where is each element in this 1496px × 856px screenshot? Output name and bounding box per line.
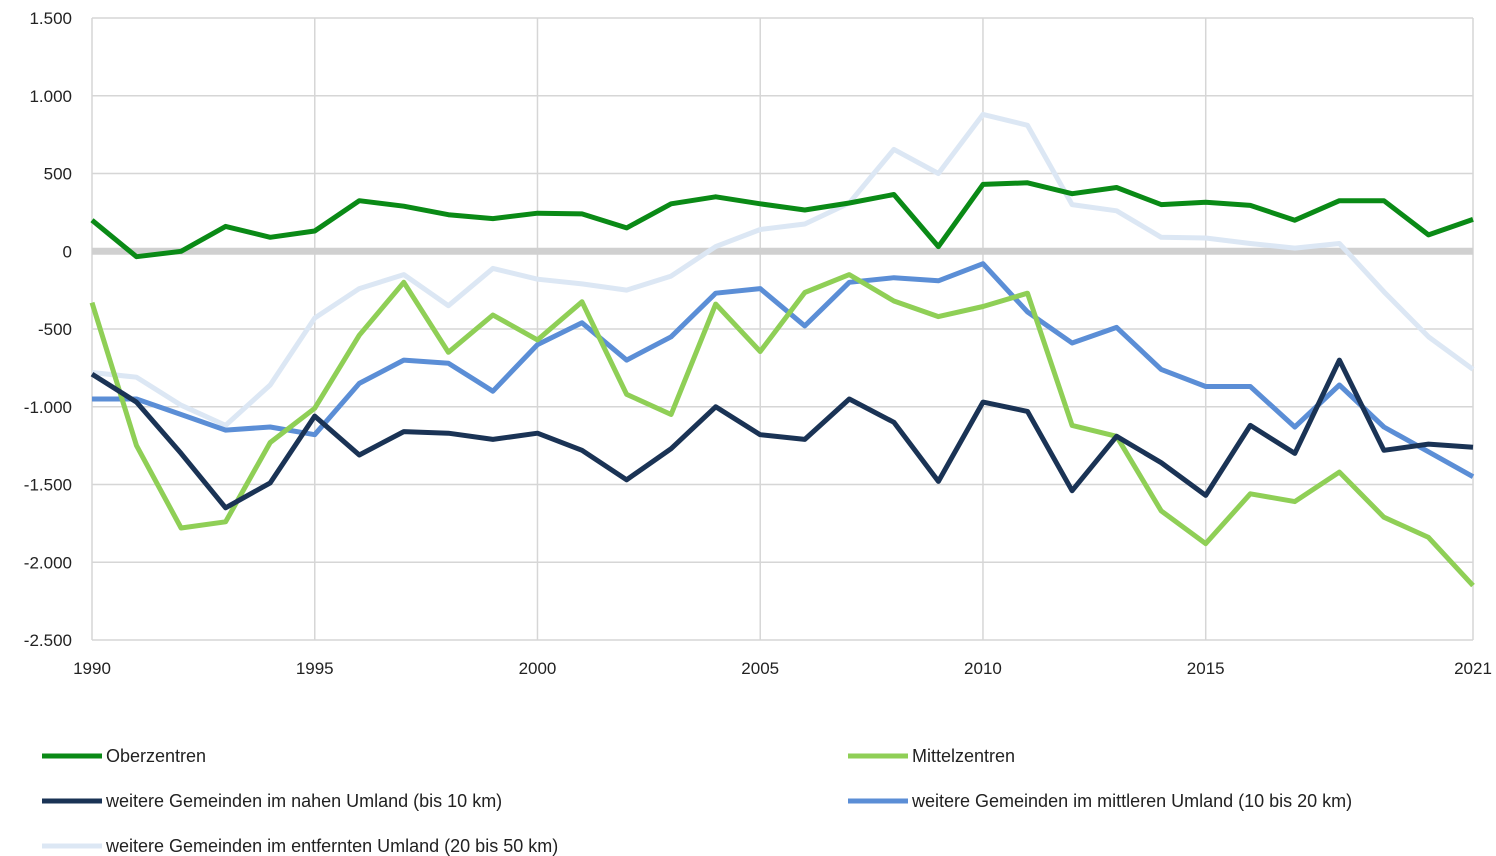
grid bbox=[92, 18, 1473, 640]
y-tick-label: -1.500 bbox=[24, 476, 72, 495]
x-tick-label: 2021 bbox=[1454, 659, 1492, 678]
x-tick-label: 1995 bbox=[296, 659, 334, 678]
y-tick-label: -500 bbox=[38, 320, 72, 339]
legend: Oberzentren Mittelzentren weitere Gemeinde… bbox=[42, 746, 1352, 856]
y-axis: 1.500 1.000 500 0 -500 -1.000 -1.500 -2.000 -2.5… bbox=[24, 9, 72, 650]
series-line-5 bbox=[92, 114, 1473, 425]
y-tick-label: -2.500 bbox=[24, 631, 72, 650]
legend-item: weitere Gemeinden im mittleren Umland (1… bbox=[848, 791, 1352, 811]
x-tick-label: 2010 bbox=[964, 659, 1002, 678]
legend-label: Mittelzentren bbox=[912, 746, 1015, 766]
legend-item: Oberzentren bbox=[42, 746, 206, 766]
y-tick-label: 1.500 bbox=[29, 9, 72, 28]
series-lines bbox=[92, 114, 1473, 585]
legend-label: Oberzentren bbox=[106, 746, 206, 766]
y-tick-label: 0 bbox=[63, 242, 72, 261]
y-tick-label: 1.000 bbox=[29, 87, 72, 106]
legend-label: weitere Gemeinden im mittleren Umland (1… bbox=[911, 791, 1352, 811]
y-tick-label: -2.000 bbox=[24, 553, 72, 572]
legend-item: weitere Gemeinden im entfernten Umland (… bbox=[42, 836, 558, 856]
y-tick-label: 500 bbox=[44, 165, 72, 184]
x-tick-label: 1990 bbox=[73, 659, 111, 678]
legend-item: weitere Gemeinden im nahen Umland (bis 1… bbox=[42, 791, 502, 811]
x-axis: 1990 1995 2000 2005 2010 2015 2021 bbox=[73, 659, 1492, 678]
legend-item: Mittelzentren bbox=[848, 746, 1015, 766]
legend-label: weitere Gemeinden im nahen Umland (bis 1… bbox=[105, 791, 502, 811]
y-tick-label: -1.000 bbox=[24, 398, 72, 417]
x-tick-label: 2005 bbox=[741, 659, 779, 678]
x-tick-label: 2000 bbox=[519, 659, 557, 678]
series-line-4 bbox=[92, 264, 1473, 477]
legend-label: weitere Gemeinden im entfernten Umland (… bbox=[105, 836, 558, 856]
x-tick-label: 2015 bbox=[1187, 659, 1225, 678]
